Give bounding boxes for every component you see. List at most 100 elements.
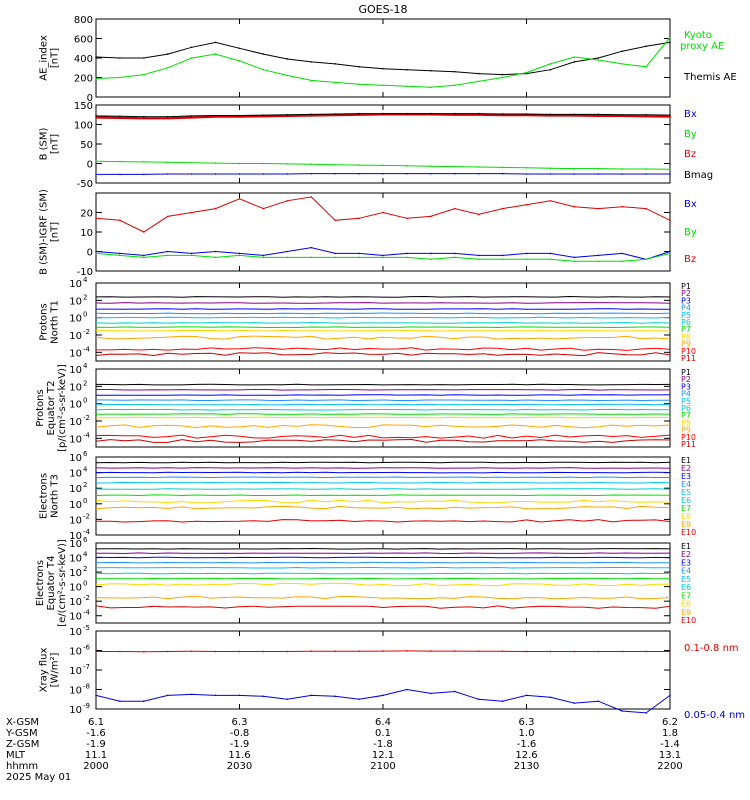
y-tick-label-base: 10 [69, 705, 82, 716]
y-tick-label: -50 [77, 179, 93, 190]
channel-line-p1 [95, 383, 671, 386]
data-point [262, 256, 265, 259]
y-tick-label-exp: -4 [83, 609, 91, 617]
legend-channel-e4: E4 [681, 567, 691, 576]
data-point [238, 114, 241, 117]
data-point [382, 694, 384, 697]
data-point [645, 650, 647, 653]
channel-line-p11 [95, 352, 671, 357]
y-tick-label-base: 10 [69, 686, 82, 697]
data-point [597, 650, 600, 653]
data-point [238, 47, 241, 50]
data-point [573, 260, 576, 263]
data-point [430, 172, 432, 175]
data-point [525, 173, 528, 175]
panel-bsm: -50 0 50 100 150 B (SM) [nT] Bx By Bz Bmag [39, 101, 714, 190]
data-point [525, 203, 528, 206]
legend-channel-e1: E1 [681, 456, 691, 465]
y-axis-title: Electrons [35, 560, 46, 606]
data-point [166, 215, 169, 218]
y-tick-label-base: 10 [69, 279, 82, 290]
data-point [573, 650, 576, 653]
legend-channel-p7: P7 [681, 325, 691, 334]
time-axis-row-label: Y-GSM [5, 728, 38, 739]
data-point [621, 252, 623, 255]
data-point [669, 114, 671, 116]
data-point [501, 650, 504, 653]
data-point [669, 36, 671, 39]
series-line-kyoto-proxy-ae [95, 37, 671, 88]
time-axis-value: 6.4 [375, 717, 391, 728]
data-point [621, 650, 623, 653]
data-point [95, 116, 97, 119]
data-point [621, 205, 623, 208]
data-point [382, 211, 384, 214]
data-point [262, 695, 265, 698]
time-axis-value: 1.0 [519, 728, 535, 739]
data-point [166, 694, 169, 697]
data-point [119, 700, 121, 702]
data-point [310, 163, 313, 166]
y-tick-label-base: 10 [69, 382, 82, 393]
legend-channel-p7: P7 [681, 411, 691, 420]
legend-channel-p8: P8 [681, 418, 691, 427]
data-point [645, 207, 647, 210]
legend-by: By [684, 129, 697, 140]
y-tick-label-base: 10 [69, 597, 82, 608]
data-point [406, 688, 408, 691]
time-axis-value: 13.1 [659, 750, 681, 761]
data-point [597, 207, 600, 210]
y-tick-label-base: 10 [69, 568, 82, 579]
data-point [310, 172, 313, 175]
y-tick-label-exp: -2 [83, 594, 90, 602]
data-point [645, 173, 647, 175]
data-point [334, 113, 336, 115]
legend-channel-p4: P4 [681, 390, 691, 399]
y-tick-label-exp: 4 [83, 276, 88, 284]
data-point [382, 254, 384, 257]
data-point [645, 65, 647, 68]
channel-line-p8 [96, 329, 671, 332]
channel-line-p11 [95, 438, 671, 443]
legend-channel-e5: E5 [681, 575, 691, 584]
data-point [358, 217, 360, 220]
legend-bz: Bz [684, 254, 696, 265]
data-point [286, 115, 289, 117]
data-point [430, 258, 432, 261]
legend-channel-e6: E6 [681, 496, 691, 505]
data-point [143, 173, 145, 176]
legend-channel-e4: E4 [681, 480, 691, 489]
channel-line-e5 [95, 481, 671, 484]
data-point [501, 113, 504, 115]
y-tick-label-exp: 0 [83, 311, 87, 319]
y-tick-label-base: 10 [69, 583, 82, 594]
data-point [477, 113, 480, 116]
y-tick-label: 100 [74, 121, 93, 132]
data-point [453, 172, 456, 175]
time-axis-row-label: MLT [6, 750, 26, 761]
data-point [214, 53, 217, 55]
legend-kyoto: Kyoto [684, 30, 712, 41]
y-axis-title: [W/m²] [50, 652, 61, 687]
legend-channel-p10: P10 [681, 433, 696, 442]
data-point [334, 81, 336, 84]
data-point [573, 256, 576, 259]
data-point [262, 173, 265, 175]
channel-line-e7 [95, 494, 671, 497]
channel-line-e4 [95, 561, 671, 564]
data-point [190, 116, 193, 119]
channel-line-e2 [96, 552, 671, 555]
y-axis-title: Protons [35, 389, 46, 426]
data-point [645, 258, 647, 261]
data-point [119, 57, 121, 59]
time-axis-value: 6.3 [232, 717, 248, 728]
y-tick-label-exp: 2 [83, 481, 87, 489]
data-point [525, 650, 528, 653]
time-axis-value: 11.1 [85, 750, 107, 761]
channel-line-p6 [95, 408, 671, 411]
y-tick-label-exp: -5 [83, 624, 90, 632]
data-point [358, 113, 360, 116]
y-tick-label-base: 10 [69, 400, 82, 411]
